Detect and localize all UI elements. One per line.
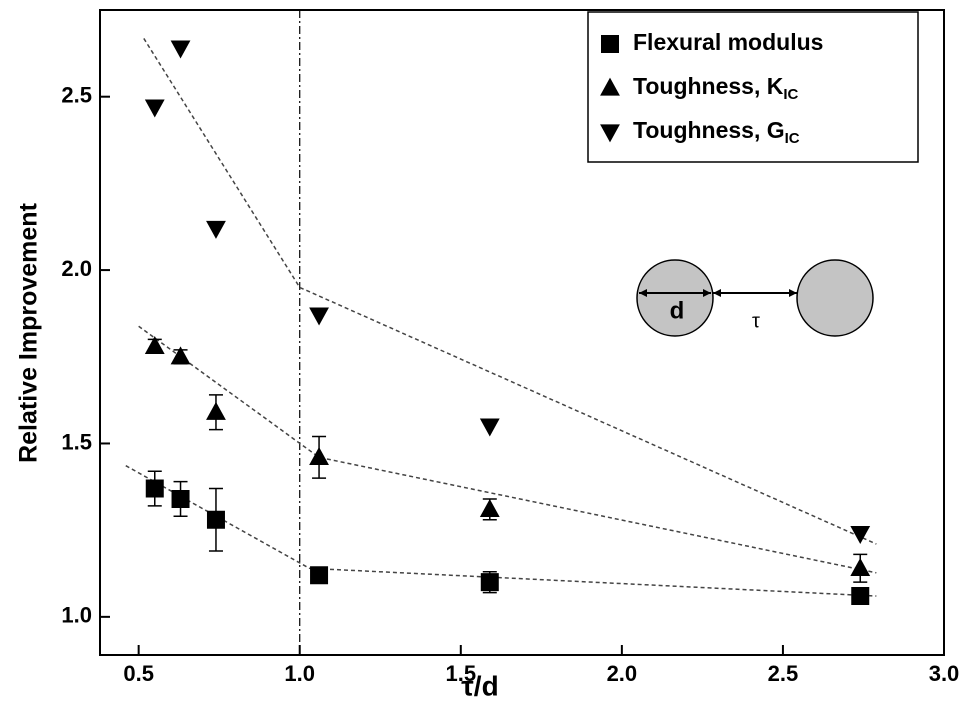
legend-subscript: IC [783,86,798,103]
arrow-head [639,289,711,297]
marker [170,40,191,59]
legend-name: Toughness, K [633,73,784,99]
legend-box [587,11,919,163]
marker [144,336,165,355]
legend-subscript: IC [785,130,800,147]
legend-label: Toughness, KIC [633,73,799,103]
y-axis-label: Relative Improvement [15,202,43,462]
marker [479,418,500,437]
y-tick-label: 1.0 [61,603,92,628]
x-tick-label: 1.5 [445,661,476,686]
x-tick-label: 1.0 [284,661,315,686]
marker [850,525,871,544]
y-tick-label: 2.5 [61,83,92,108]
legend-name: Flexural modulus [633,29,823,55]
marker [480,573,499,592]
inset-label: τ [752,310,760,332]
trend-line [125,465,877,597]
marker [309,307,329,326]
marker [206,510,225,529]
x-tick-label: 3.0 [929,661,959,686]
marker [170,346,191,365]
marker [850,557,871,576]
legend-label: Toughness, GIC [633,117,800,147]
legend-marker [601,35,619,53]
marker [144,99,165,118]
marker [310,566,329,585]
x-tick-label: 0.5 [123,661,154,686]
legend-marker [600,77,620,96]
marker [145,479,164,498]
trend-line [138,325,877,574]
marker [206,401,226,420]
plot-frame [99,9,945,656]
legend-label: Flexural modulus [633,29,823,55]
y-tick-label: 1.5 [61,429,92,454]
trend-line [143,38,877,545]
inset-label: d [670,297,685,324]
marker [479,499,500,518]
legend-marker [600,124,620,143]
particle [636,259,714,337]
marker [206,220,226,239]
y-tick-label: 2.0 [61,256,92,281]
x-tick-label: 2.0 [607,661,638,686]
x-tick-label: 2.5 [768,661,799,686]
x-axis-label: τ/d [461,670,498,701]
particle [796,259,874,337]
marker [309,446,329,465]
inset: d τ [636,259,874,337]
marker [851,587,870,606]
legend-name: Toughness, G [633,117,785,143]
marker [171,489,190,508]
